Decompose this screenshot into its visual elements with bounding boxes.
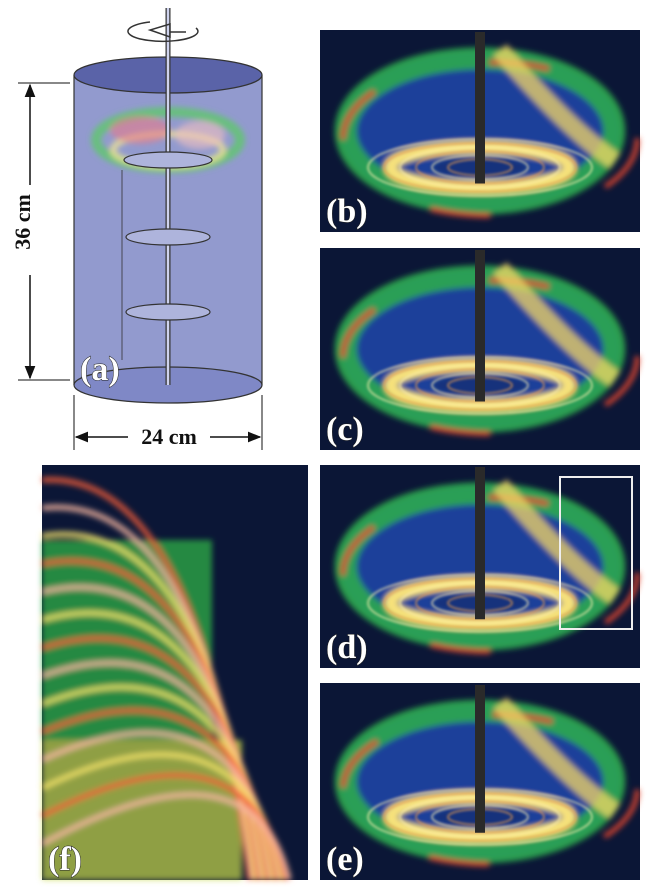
photo: (f) xyxy=(42,465,308,880)
figure: 36 cm 24 cm (a) (b) (c) (d) (e) (f) xyxy=(0,0,657,888)
photo: (e) xyxy=(320,683,640,880)
panel-label: (b) xyxy=(326,193,368,230)
panel-label: (c) xyxy=(326,411,364,448)
panel-label: (e) xyxy=(326,841,364,878)
rotation-arrow xyxy=(128,22,198,41)
apparatus-diagram: 36 cm 24 cm (a) xyxy=(10,8,262,450)
photo: (b) xyxy=(320,30,640,232)
panel-label: (f) xyxy=(48,841,82,878)
photo: (d) xyxy=(320,465,640,668)
shaft xyxy=(475,685,485,833)
shaft xyxy=(475,32,485,184)
height-label: 36 cm xyxy=(10,194,35,250)
panel-label: (d) xyxy=(326,629,368,666)
shaft xyxy=(475,467,485,619)
shaft xyxy=(475,250,485,402)
panel-label: (a) xyxy=(80,351,120,388)
photo: (c) xyxy=(320,248,640,450)
width-label: 24 cm xyxy=(141,424,197,449)
